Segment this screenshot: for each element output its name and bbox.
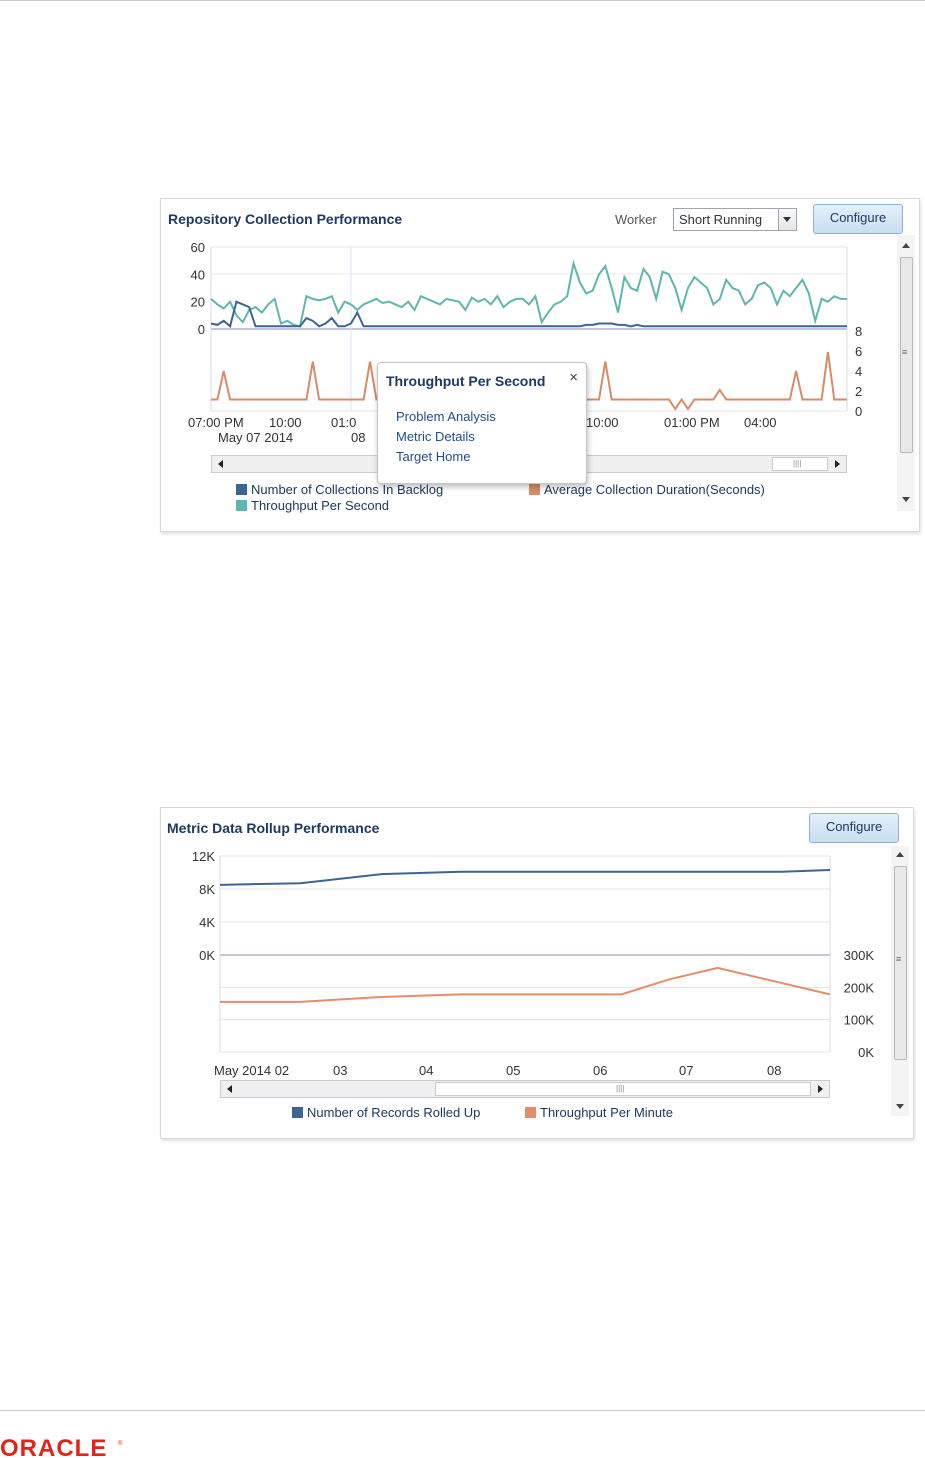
- grip-icon: ||||: [616, 1084, 625, 1093]
- metric-rollup-panel: Metric Data Rollup Performance Configure…: [160, 807, 914, 1139]
- scroll-thumb[interactable]: [900, 257, 913, 453]
- y-tick-label-right: 8: [855, 324, 862, 339]
- legend-swatch: [529, 484, 540, 495]
- legend-swatch: [525, 1107, 536, 1118]
- scroll-up-icon[interactable]: [896, 852, 904, 857]
- scroll-down-icon[interactable]: [896, 1104, 904, 1109]
- x-sub-label: May 07 2014: [218, 430, 293, 445]
- y-tick-label-right: 0K: [858, 1045, 874, 1060]
- x-tick-label: 07: [679, 1063, 693, 1078]
- x-tick-label: 08: [767, 1063, 781, 1078]
- worker-label: Worker: [615, 212, 657, 227]
- y-tick-label-right: 2: [855, 384, 862, 399]
- close-icon[interactable]: ×: [569, 369, 578, 386]
- legend-throughput-minute: Throughput Per Minute: [525, 1105, 673, 1120]
- configure-button[interactable]: Configure: [813, 204, 903, 234]
- legend-swatch: [292, 1107, 303, 1118]
- panel-vertical-scrollbar[interactable]: ≡: [897, 235, 915, 511]
- scroll-up-icon[interactable]: [902, 243, 910, 248]
- popup-title: Throughput Per Second: [386, 373, 546, 389]
- panel-title: Repository Collection Performance: [168, 211, 403, 227]
- x-tick-label: 10:00: [269, 415, 302, 430]
- y-tick-label: 8K: [199, 882, 215, 897]
- scroll-left-icon[interactable]: [218, 460, 223, 468]
- legend-swatch: [236, 500, 247, 511]
- y-tick-label: 60: [191, 240, 205, 255]
- legend-throughput: Throughput Per Second: [236, 498, 389, 513]
- bottom-rule: [0, 1410, 925, 1411]
- y-tick-label: 0: [198, 322, 205, 337]
- legend-backlog: Number of Collections In Backlog: [236, 482, 443, 497]
- grip-icon: ≡: [902, 347, 908, 357]
- y-tick-label-right: 300K: [844, 948, 875, 963]
- x-tick-label: 01:0: [331, 415, 356, 430]
- y-tick-label-right: 100K: [844, 1013, 875, 1028]
- throughput-popup: Throughput Per Second × Problem Analysis…: [377, 362, 587, 484]
- scroll-right-icon[interactable]: [835, 460, 840, 468]
- x-tick-label: 04: [419, 1063, 433, 1078]
- y-tick-label: 20: [191, 295, 205, 310]
- throughput-minute-line: [220, 966, 831, 1003]
- legend-swatch: [236, 484, 247, 495]
- x-tick-label: 05: [506, 1063, 520, 1078]
- problem-analysis-link[interactable]: Problem Analysis: [396, 409, 496, 424]
- svg-text:ORACLE: ORACLE: [0, 1436, 107, 1458]
- rollup-chart: 12K 8K 4K 0K 300K 200K 100K 0K May 2014 02 03 04 05…: [192, 849, 875, 1078]
- throughput-line: [210, 259, 847, 328]
- backlog-line: [210, 300, 847, 329]
- target-home-link[interactable]: Target Home: [396, 449, 471, 464]
- configure-button[interactable]: Configure: [809, 813, 899, 843]
- panel-vertical-scrollbar[interactable]: ≡: [891, 846, 909, 1116]
- scroll-thumb[interactable]: ||||: [435, 1082, 811, 1096]
- worker-select[interactable]: Short Running: [673, 208, 797, 231]
- y-tick-label-right: 0: [855, 404, 862, 419]
- top-rule: [0, 0, 925, 1]
- scroll-thumb[interactable]: [894, 866, 907, 1060]
- x-sub-label: 08: [351, 430, 365, 445]
- grip-icon: ≡: [896, 954, 902, 964]
- y-tick-label-right: 6: [855, 344, 862, 359]
- x-tick-label: 04:00: [744, 415, 777, 430]
- worker-select-value: Short Running: [679, 212, 763, 227]
- panel-title: Metric Data Rollup Performance: [167, 820, 380, 836]
- y-tick-label-right: 4: [855, 364, 862, 379]
- chevron-down-icon[interactable]: [778, 209, 796, 230]
- scroll-left-icon[interactable]: [227, 1085, 232, 1093]
- metric-details-link[interactable]: Metric Details: [396, 429, 475, 444]
- y-tick-label: 0K: [199, 948, 215, 963]
- x-tick-label: 03: [333, 1063, 347, 1078]
- records-rolled-up-line: [219, 869, 831, 886]
- repository-collection-panel: Repository Collection Performance Worker…: [160, 198, 920, 532]
- legend-duration: Average Collection Duration(Seconds): [529, 482, 765, 497]
- scroll-right-icon[interactable]: [818, 1085, 823, 1093]
- y-tick-label: 4K: [199, 915, 215, 930]
- grip-icon: ||||: [793, 459, 802, 468]
- y-tick-label: 12K: [192, 849, 215, 864]
- y-tick-label-right: 200K: [844, 980, 875, 995]
- scroll-down-icon[interactable]: [902, 497, 910, 502]
- svg-text:®: ®: [118, 1440, 123, 1447]
- x-tick-label: 01:00 PM: [664, 415, 720, 430]
- x-tick-label: 07:00 PM: [188, 415, 244, 430]
- oracle-logo: ORACLE ®: [0, 1436, 123, 1458]
- scroll-thumb[interactable]: ||||: [772, 457, 828, 471]
- x-tick-label: 06: [593, 1063, 607, 1078]
- legend-records: Number of Records Rolled Up: [292, 1105, 480, 1120]
- x-tick-label: 10:00: [586, 415, 619, 430]
- chart-horizontal-scrollbar[interactable]: ||||: [220, 1080, 830, 1098]
- y-tick-label: 40: [191, 267, 205, 282]
- x-tick-label: May 2014 02: [214, 1063, 289, 1078]
